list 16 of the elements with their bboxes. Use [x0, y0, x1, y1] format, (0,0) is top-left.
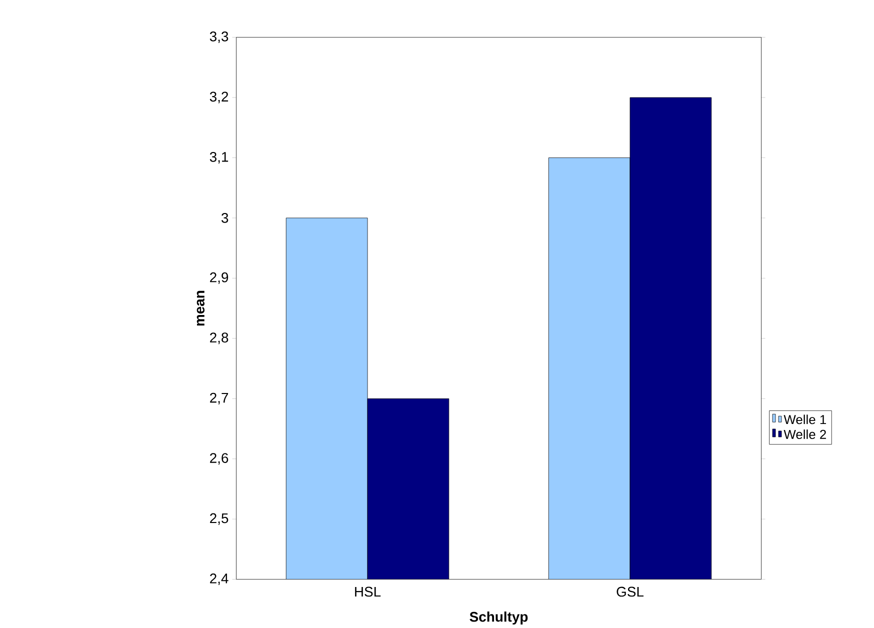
x-tick-label: HSL [355, 586, 381, 597]
y-tick-label: 2,6 [210, 453, 228, 465]
y-tick-label: 2,4 [210, 574, 228, 586]
legend-label: Welle 1 [784, 414, 826, 424]
y-tick-label: 2,5 [210, 513, 228, 525]
y-tick-label: 3,1 [210, 152, 228, 164]
x-tick-label: GSL [616, 586, 644, 597]
y-tick-label: 3,3 [210, 32, 228, 44]
y-tick-label: 2,9 [210, 272, 228, 284]
x-axis-title: Schultyp [470, 612, 528, 625]
y-tick-label: 2,8 [210, 332, 228, 344]
y-axis-title: mean [196, 291, 205, 326]
y-tick-label: 2,7 [210, 392, 228, 404]
legend-label: Welle 2 [784, 430, 826, 440]
y-tick-label: 3 [222, 213, 228, 223]
y-tick-label: 3,2 [210, 92, 228, 104]
